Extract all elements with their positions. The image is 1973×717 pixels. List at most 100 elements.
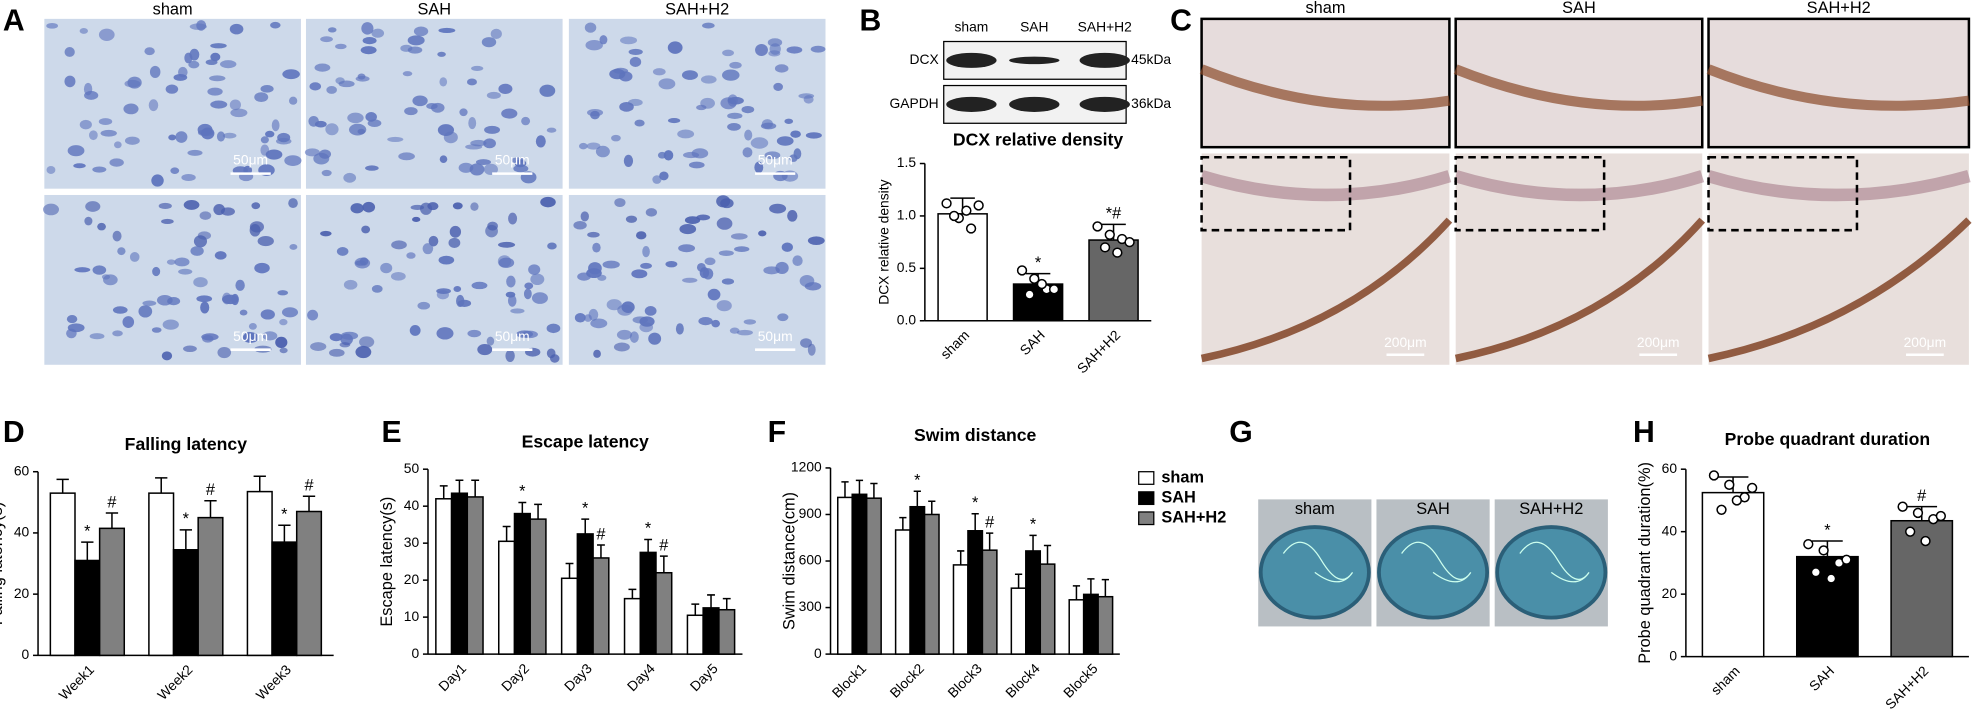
bar <box>1068 599 1085 655</box>
cell <box>431 102 445 113</box>
y-tick-label: 20 <box>14 585 30 601</box>
cell <box>144 47 155 56</box>
cell <box>109 158 124 167</box>
cell <box>665 260 678 268</box>
cell <box>754 161 764 174</box>
micrograph <box>568 18 826 189</box>
cell <box>417 301 431 310</box>
x-tick-label: Day3 <box>561 660 595 694</box>
chart-title: Swim distance <box>914 425 1037 445</box>
x-tick-label: SAH <box>1806 663 1837 694</box>
bar <box>1088 239 1139 322</box>
cell <box>413 26 429 37</box>
cell <box>700 75 717 84</box>
cell <box>178 66 188 78</box>
error-bar <box>855 479 864 495</box>
cell <box>209 75 226 82</box>
band <box>1079 52 1130 68</box>
error-bar <box>899 516 907 530</box>
cell <box>546 127 557 133</box>
cell <box>781 170 799 182</box>
y-tick-label: 600 <box>799 552 822 568</box>
error-bar <box>1072 585 1081 600</box>
significance: * <box>1035 254 1042 272</box>
cell <box>535 135 546 148</box>
cell <box>510 308 525 314</box>
data-point <box>1112 247 1123 258</box>
error-bar <box>957 550 965 565</box>
cell <box>321 169 332 177</box>
cell <box>398 152 415 161</box>
y-tick-label: 60 <box>14 462 30 478</box>
y-tick-label: 0 <box>411 645 419 661</box>
data-point <box>1016 265 1028 276</box>
bar <box>623 597 642 655</box>
cell <box>437 51 446 57</box>
error-bar <box>722 597 731 610</box>
error-bar <box>471 479 480 497</box>
cell <box>387 136 404 142</box>
cell <box>112 306 128 314</box>
error-bar <box>691 603 700 616</box>
data-point <box>1029 273 1040 284</box>
cell <box>248 322 257 330</box>
cell <box>486 336 495 346</box>
cell <box>230 108 248 118</box>
cell <box>573 220 587 230</box>
cell <box>800 338 812 348</box>
cell <box>773 82 783 91</box>
column-header: SAH <box>1020 18 1048 34</box>
band <box>946 52 997 68</box>
cell <box>98 118 113 126</box>
y-tick-label: 0 <box>814 645 822 661</box>
cell <box>477 343 493 356</box>
bar <box>909 505 926 655</box>
y-tick-label: 20 <box>1662 585 1678 601</box>
cell <box>390 271 406 281</box>
cell <box>750 137 769 149</box>
cell <box>805 132 822 139</box>
x-tick-label: Block2 <box>886 660 927 701</box>
cell <box>742 147 753 158</box>
cell <box>329 333 343 342</box>
cell <box>486 91 501 99</box>
cell <box>755 43 768 57</box>
data-point <box>1092 221 1103 232</box>
cell <box>254 262 270 274</box>
cell <box>406 252 416 259</box>
band <box>1079 96 1130 112</box>
data-point <box>1708 470 1720 481</box>
chart-title: Falling latency <box>125 434 248 454</box>
error-bar <box>565 562 574 579</box>
cell <box>46 165 56 174</box>
y-tick-label: 40 <box>14 524 30 540</box>
significance: * <box>281 506 288 524</box>
cell <box>175 131 188 143</box>
cell <box>103 274 118 286</box>
cell <box>648 332 662 345</box>
data-point <box>1747 482 1758 494</box>
cell <box>362 201 376 213</box>
cell <box>437 124 455 137</box>
cell <box>774 64 789 73</box>
cell <box>190 246 204 256</box>
cell <box>602 260 620 269</box>
cell <box>304 148 320 157</box>
cell <box>216 131 226 142</box>
y-tick-label: 900 <box>799 505 822 521</box>
cell <box>617 304 633 316</box>
x-tick-label: Day4 <box>624 660 658 694</box>
cell-layer <box>1453 64 1704 111</box>
bar <box>967 530 984 655</box>
bar <box>981 549 998 655</box>
band <box>1009 96 1060 112</box>
scale-bar-label: 50μm <box>495 152 530 168</box>
cell <box>343 172 357 183</box>
bar <box>466 496 484 655</box>
cell <box>620 36 638 45</box>
significance: * <box>183 510 190 528</box>
cell <box>74 267 91 273</box>
cell <box>729 61 742 69</box>
cell <box>727 123 741 131</box>
x-tick-label: Block5 <box>1060 660 1101 701</box>
